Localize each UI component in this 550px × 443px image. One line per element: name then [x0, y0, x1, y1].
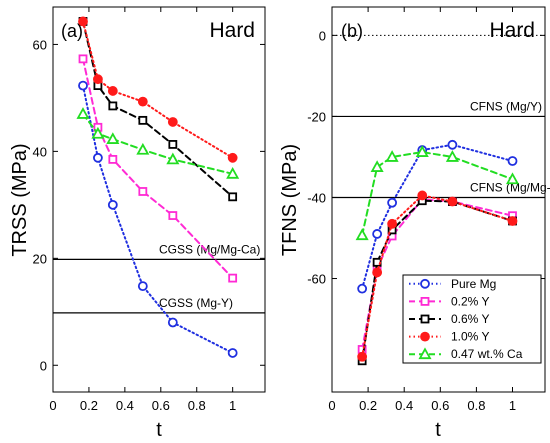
legend-label-pure-mg: Pure Mg [451, 277, 496, 291]
panel-a-point-0-6-y [108, 101, 118, 111]
panel-a-point-1-0-y [227, 152, 238, 163]
panel-b-xtick-label: 0 [328, 398, 335, 413]
panel-b-point-1-0-y [372, 267, 383, 278]
panel-a-series-line-0-2-y [82, 57, 234, 280]
panel-a-reference-label: CGSS (Mg/Mg-Ca) [159, 242, 260, 256]
panel-a-point-1-0-y [93, 74, 103, 85]
panel-b-point-1-0-y [387, 218, 398, 229]
panel-a-xlabel: t [156, 419, 162, 441]
panel-b-series-line-1-0-y [361, 194, 514, 358]
panel-a-point-0-47-wt-ca [106, 132, 120, 144]
panel-b-reference-label: CFNS (Mg/Y) [470, 99, 542, 113]
panel-a-point-pure-mg [137, 281, 148, 292]
panel-b-series-line-0-6-y [361, 199, 514, 362]
panel-b: (b) Hard t TFNS (MPa) 0 0.2 0.4 0.6 0.8 1 0 -20… [279, 6, 550, 441]
legend-swatch-marker-1-0-y [420, 331, 430, 342]
panel-b-xtick-label: 0.6 [431, 398, 449, 413]
panel-a-point-0-6-y [168, 140, 178, 149]
panel-a-reference-label: CGSS (Mg-Y) [159, 296, 233, 310]
legend-swatch-marker-0-2-y [420, 296, 430, 306]
panel-a-point-0-47-wt-ca [136, 142, 150, 155]
panel-b-series-line-0-47-wt-ca [361, 151, 514, 237]
legend-swatch-marker-0-6-y [420, 314, 430, 324]
panel-a-series-line-0-47-wt-ca [82, 112, 234, 175]
legend-label-1-0-y: 1.0% Y [451, 330, 489, 344]
panel-a-point-0-2-y [228, 273, 238, 283]
panel-a-xtick-label: 0.4 [116, 398, 134, 413]
panel-a-label: (a) [61, 21, 83, 41]
panel-b-ytick-label: -40 [307, 190, 326, 205]
panel-a-ytick-label: 0 [40, 358, 47, 373]
panel-b-point-pure-mg [387, 197, 398, 208]
panel-a-point-pure-mg [167, 317, 178, 328]
panel-b-series-line-pure-mg [361, 143, 514, 290]
panel-a-xtick-label: 0.8 [188, 398, 206, 413]
panel-a-series-line-1-0-y [82, 20, 234, 159]
panel-a-point-pure-mg [93, 152, 103, 163]
panel-a-xtick-label: 1 [229, 398, 236, 413]
panel-a-point-pure-mg [107, 199, 118, 210]
panel-a-point-pure-mg [227, 348, 238, 358]
panel-a-point-0-2-y [138, 187, 148, 196]
panel-b-point-pure-mg [507, 156, 518, 166]
panel-b-point-0-47-wt-ca [370, 160, 384, 172]
legend-swatch-marker-pure-mg [420, 278, 430, 289]
panel-a-ytick-label: 20 [33, 251, 47, 266]
panel-b-ytick-label: -20 [307, 109, 326, 124]
panel-b-reference-label: CFNS (Mg/Mg-Ca) [470, 180, 550, 194]
panel-a-ylabel: TRSS (MPa) [9, 143, 31, 256]
panel-b-point-pure-mg [447, 139, 458, 150]
panel-a-ytick-label: 40 [33, 144, 47, 159]
panel-b-xtick-label: 0.2 [359, 398, 377, 413]
panel-b-annotation: Hard [489, 19, 535, 42]
legend-swatch-marker-0-47-wt-ca [418, 347, 432, 360]
panel-b-xtick-label: 0.4 [395, 398, 413, 413]
panel-b-label: (b) [341, 21, 363, 41]
panel-a-series-line-pure-mg [82, 84, 234, 354]
panel-a-point-1-0-y [137, 96, 148, 107]
panel-a-point-0-2-y [168, 211, 178, 220]
panel-b-point-0-47-wt-ca [505, 172, 520, 185]
panel-a-series-line-0-6-y [82, 20, 234, 198]
panel-a: (a) Hard t TRSS (MPa) 0 0.2 0.4 0.6 0.8 1 0 20 4… [9, 6, 266, 441]
panel-a-point-0-47-wt-ca [76, 107, 90, 119]
panel-b-point-1-0-y [507, 216, 518, 226]
panel-b-point-1-0-y [357, 351, 368, 362]
panel-a-point-0-6-y [138, 115, 148, 125]
legend-label-0-47-wt-ca: 0.47 wt.% Ca [451, 347, 523, 361]
panel-b-ytick-label: -60 [307, 272, 326, 287]
panel-a-point-0-47-wt-ca [166, 152, 180, 165]
panel-a-point-0-47-wt-ca [91, 126, 105, 139]
panel-b-point-pure-mg [372, 229, 383, 239]
panel-a-annotation: Hard [209, 19, 255, 42]
panel-a-ytick-label: 60 [33, 37, 47, 52]
panel-b-ytick-label: 0 [319, 28, 326, 43]
panel-b-point-pure-mg [357, 283, 368, 294]
panel-b-point-0-47-wt-ca [385, 150, 399, 162]
legend-label-0-6-y: 0.6% Y [451, 312, 489, 326]
panel-a-xtick-label: 0.2 [80, 398, 98, 413]
panel-a-point-1-0-y [167, 117, 178, 127]
panel-b-point-1-0-y [447, 196, 458, 207]
panel-b-series-line-0-2-y [361, 198, 514, 351]
panel-b-xtick-label: 1 [509, 398, 516, 413]
panel-a-point-pure-mg [78, 80, 88, 91]
legend-label-0-2-y: 0.2% Y [451, 294, 489, 308]
panel-a-point-0-2-y [78, 54, 88, 64]
panel-b-point-1-0-y [417, 190, 428, 201]
panel-a-point-1-0-y [107, 86, 118, 96]
panel-b-point-0-47-wt-ca [415, 145, 429, 157]
panel-a-xtick-label: 0.6 [152, 398, 170, 413]
panel-b-ylabel: TFNS (MPa) [279, 144, 301, 256]
panel-b-xtick-label: 0.8 [467, 398, 485, 413]
panel-b-point-0-47-wt-ca [445, 150, 459, 162]
panel-a-point-0-47-wt-ca [226, 166, 240, 179]
panel-b-xlabel: t [435, 419, 441, 441]
panel-a-point-0-2-y [108, 154, 118, 164]
panel-a-point-0-6-y [228, 192, 238, 202]
panel-a-point-1-0-y [78, 16, 88, 27]
panel-a-xtick-label: 0 [49, 398, 56, 413]
panel-b-point-0-47-wt-ca [355, 228, 369, 241]
